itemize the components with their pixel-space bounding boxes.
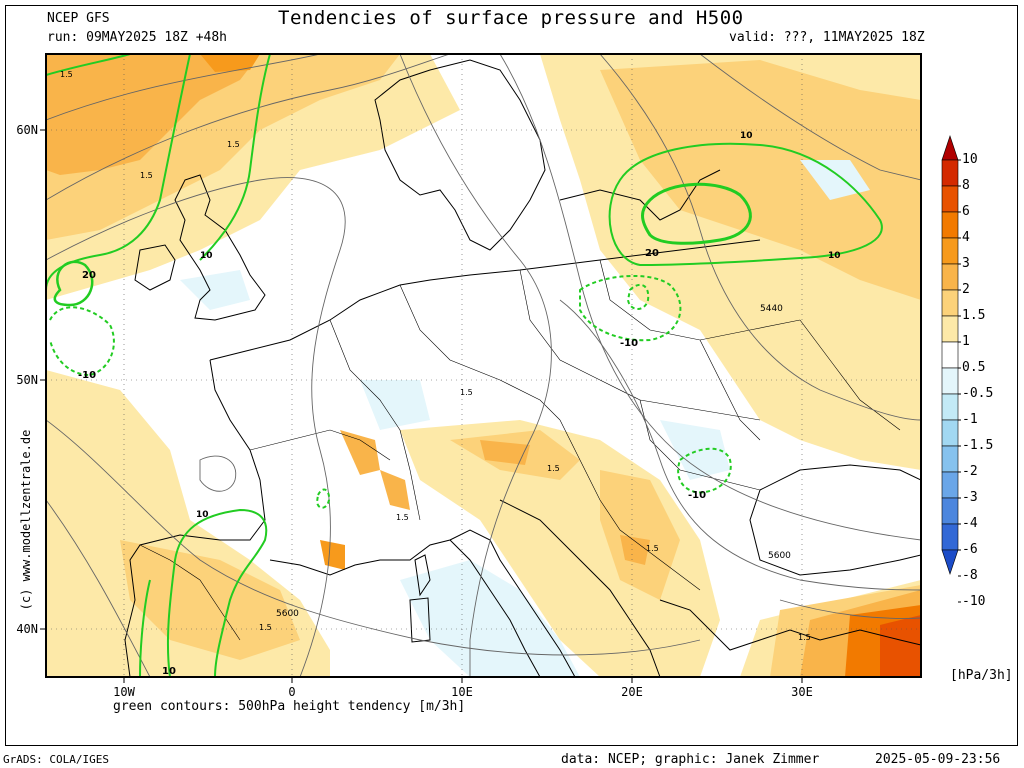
lon-label: 0 [288, 685, 295, 699]
data-credit: data: NCEP; graphic: Janek Zimmer [561, 752, 820, 767]
axis-tick-labels: 60N 50N 40N 10W 0 10E 20E 30E [16, 123, 813, 699]
colorbar-swatch [941, 471, 959, 499]
colorbar-level-label: 10 [962, 152, 978, 167]
coastlines [124, 59, 921, 677]
model-label: NCEP GFS [47, 11, 110, 26]
colorbar-swatch [941, 289, 959, 317]
colorbar-swatch [941, 341, 959, 369]
contour-label: 10 [828, 251, 841, 261]
colorbar-level-label: -6 [962, 542, 978, 557]
country-borders [139, 259, 901, 641]
map-border [45, 53, 922, 678]
contour-label: 1.5 [396, 513, 409, 522]
valid-label: valid: ???, 11MAY2025 18Z [729, 30, 925, 45]
colorbar-level-label: 2 [962, 282, 970, 297]
height-tendency-contours [46, 54, 883, 677]
contour-label: 1.5 [798, 633, 811, 642]
software-credit: GrADS: COLA/IGES [3, 753, 109, 766]
colorbar-level-label: 0.5 [962, 360, 986, 375]
contour-label: 1.5 [547, 464, 560, 473]
height-labels: 5440 5600 5600 [276, 304, 791, 619]
watermark: (c) www.modellzentrale.de [19, 430, 33, 611]
colorbar-swatch [941, 159, 959, 187]
colorbar-arrow-bottom [941, 549, 959, 575]
colorbar-swatch [941, 263, 959, 291]
pressure-tendency-labels: 1.5 1.5 1.5 1.5 1.5 1.5 1.5 1.5 1.5 [60, 70, 811, 642]
run-label: run: 09MAY2025 18Z +48h [47, 30, 228, 45]
colorbar-level-label: 1 [962, 334, 970, 349]
colorbar-level-label: -0.5 [962, 386, 994, 401]
lon-label: 10W [113, 685, 135, 699]
colorbar [941, 135, 961, 603]
contour-label: 5440 [760, 304, 783, 314]
colorbar-level-label: 3 [962, 256, 970, 271]
colorbar-swatch [941, 393, 959, 421]
colorbar-swatch [941, 419, 959, 447]
map-panel [46, 54, 921, 677]
colorbar-level-label: 1.5 [962, 308, 986, 323]
contour-label: 10 [200, 251, 213, 261]
colorbar-level-label: -8 [962, 568, 978, 583]
contour-label: 10 [196, 510, 209, 520]
contour-label: -10 [620, 338, 638, 349]
colorbar-swatch [941, 523, 959, 551]
green-contour-labels: 20 10 -10 10 20 10 -10 -10 10 10 [78, 131, 841, 677]
colorbar-level-label: -10 [962, 594, 986, 609]
lat-label: 40N [16, 622, 38, 636]
contour-note: green contours: 500hPa height tendency [… [113, 699, 466, 714]
contour-label: 1.5 [646, 544, 659, 553]
colorbar-arrow-top [941, 135, 959, 161]
lat-label: 60N [16, 123, 38, 137]
lat-label: 50N [16, 373, 38, 387]
contour-label: 5600 [276, 609, 299, 619]
contour-label: 1.5 [60, 70, 73, 79]
colorbar-level-label: -1 [962, 412, 978, 427]
contour-label: 1.5 [259, 623, 272, 632]
colorbar-level-label: 6 [962, 204, 970, 219]
contour-label: -10 [688, 490, 706, 501]
lon-label: 20E [621, 685, 643, 699]
colorbar-level-label: -1.5 [962, 438, 994, 453]
contour-label: 1.5 [227, 140, 240, 149]
colorbar-level-label: -2 [962, 464, 978, 479]
map-title: Tendencies of surface pressure and H500 [278, 7, 744, 29]
colorbar-swatch [941, 445, 959, 473]
contour-label: 5600 [768, 551, 791, 561]
contour-label: -10 [78, 370, 96, 381]
height-tendency-contours-negative [49, 275, 732, 509]
pressure-contours [46, 54, 921, 677]
contour-label: 10 [740, 131, 753, 141]
lon-label: 10E [451, 685, 473, 699]
colorbar-level-label: -4 [962, 516, 978, 531]
contour-label: 20 [645, 248, 659, 259]
colorbar-swatch [941, 497, 959, 525]
colorbar-level-label: -3 [962, 490, 978, 505]
axis-ticks [40, 129, 803, 683]
colorbar-unit: [hPa/3h] [950, 668, 1013, 683]
colorbar-swatch [941, 367, 959, 395]
colorbar-swatch [941, 211, 959, 239]
lon-label: 30E [791, 685, 813, 699]
timestamp: 2025-05-09-23:56 [875, 752, 1001, 767]
colorbar-swatch [941, 237, 959, 265]
contour-label: 20 [82, 270, 96, 281]
contour-label: 1.5 [140, 171, 153, 180]
colorbar-level-label: 4 [962, 230, 970, 245]
figure-frame [5, 5, 1018, 746]
colorbar-swatch [941, 185, 959, 213]
colorbar-swatch [941, 315, 959, 343]
contour-label: 10 [162, 666, 176, 677]
colorbar-level-label: 8 [962, 178, 970, 193]
contour-label: 1.5 [460, 388, 473, 397]
